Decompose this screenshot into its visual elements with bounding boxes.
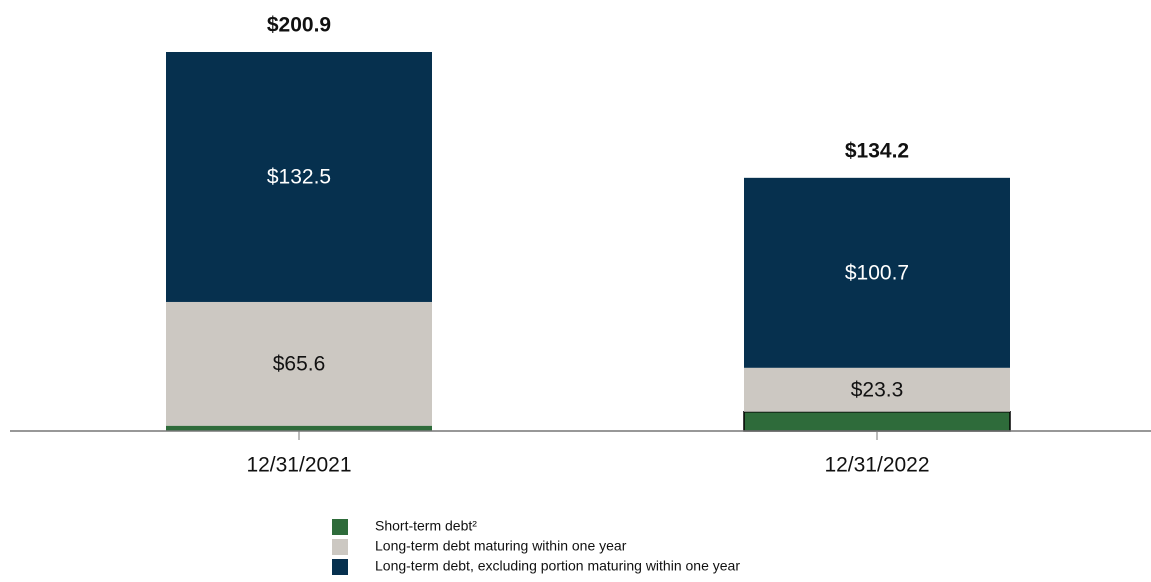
legend-swatch	[332, 559, 348, 575]
segment-label: $23.3	[851, 378, 904, 401]
legend-swatch	[332, 539, 348, 555]
legend-label: Long-term debt maturing within one year	[375, 538, 627, 554]
x-tick-label: 12/31/2022	[824, 454, 929, 477]
bar-segment	[744, 177, 1010, 368]
bar-segment	[166, 301, 432, 426]
legend-label: Long-term debt, excluding portion maturi…	[375, 558, 740, 574]
segment-label: $132.5	[267, 166, 331, 189]
legend-swatch	[332, 519, 348, 535]
bar-segment	[744, 367, 1010, 412]
total-label: $134.2	[845, 139, 909, 162]
x-tick-label: 12/31/2021	[246, 454, 351, 477]
segment-label: $65.6	[273, 352, 326, 375]
segment-label: $100.7	[845, 261, 909, 284]
total-label: $200.9	[267, 14, 331, 37]
bar-segment	[743, 411, 1011, 432]
legend-label: Short-term debt²	[375, 518, 477, 534]
bar-segment	[166, 52, 432, 302]
bar-segment	[166, 425, 432, 431]
